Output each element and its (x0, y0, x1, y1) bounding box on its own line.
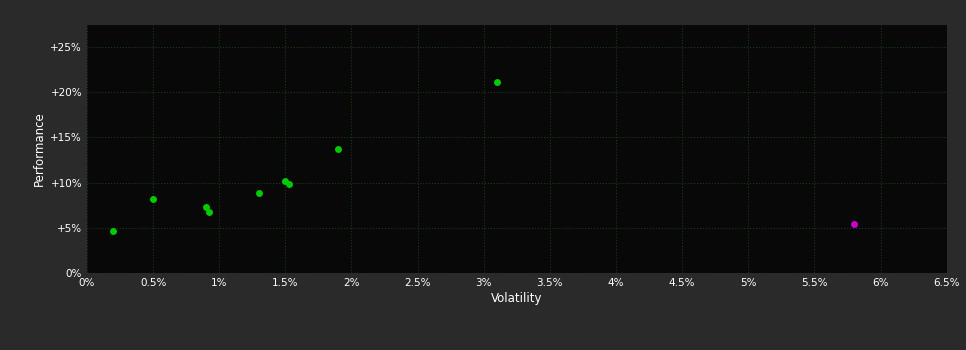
Point (281, 181, 297, 186)
Point (489, 79, 504, 85)
Point (277, 178, 293, 184)
Point (105, 229, 121, 234)
Point (251, 191, 267, 196)
X-axis label: Volatility: Volatility (491, 292, 543, 305)
Point (198, 204, 213, 210)
Point (846, 222, 862, 227)
Point (145, 196, 160, 202)
Point (330, 146, 346, 152)
Y-axis label: Performance: Performance (33, 111, 46, 186)
Point (201, 209, 216, 214)
